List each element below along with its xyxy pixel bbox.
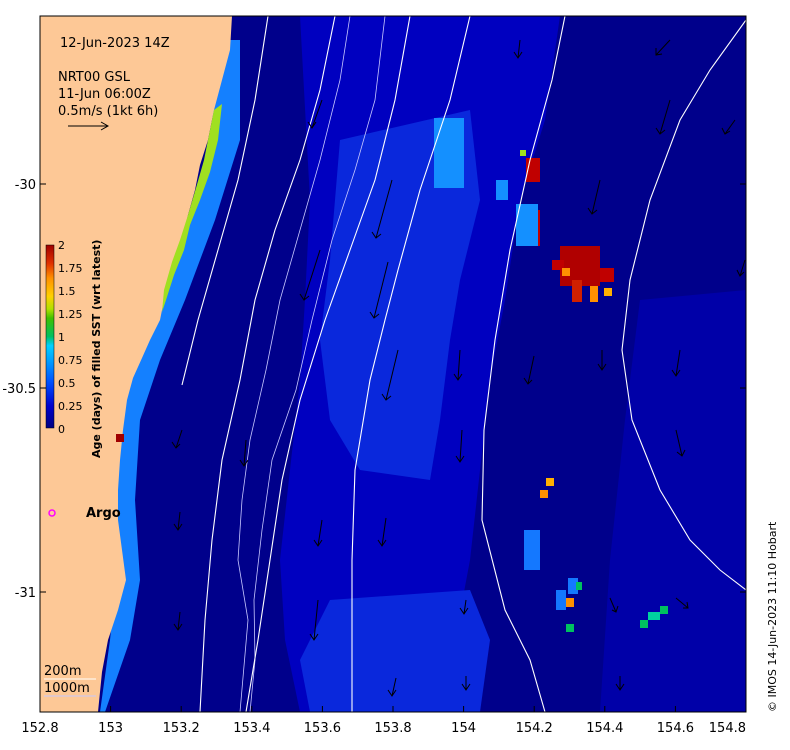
sst-patch-cyan	[434, 118, 668, 632]
x-tick-label: 153.6	[304, 721, 341, 736]
colorbar-tick: 0.25	[58, 400, 83, 413]
bathymetry-contours	[237, 16, 386, 712]
sst-coastal-light	[100, 40, 240, 712]
sst-coastal-green	[162, 104, 222, 312]
axis-tick-marks	[39, 183, 747, 712]
x-tick-label: 154.8	[709, 721, 746, 736]
y-axis: -30 -30.5 -31	[2, 178, 36, 601]
x-axis: 152.8 153 153.2 153.4 153.6 153.8 154 15…	[21, 721, 746, 736]
colorbar-tick: 1.75	[58, 262, 83, 275]
colorbar-gradient	[45, 244, 55, 429]
colorbar-tick: 1.25	[58, 308, 83, 321]
x-tick-label: 153	[98, 721, 123, 736]
credit-text: © IMOS 14-Jun-2023 11:10 Hobart	[766, 521, 779, 712]
colorbar-tick: 0.75	[58, 354, 83, 367]
x-tick-label: 153.4	[233, 721, 270, 736]
depth-label-1000m: 1000m	[44, 681, 90, 696]
argo-marker	[48, 509, 56, 517]
colorbar-tick: 2	[58, 239, 65, 252]
sst-band-light-south	[300, 590, 490, 712]
x-tick-label: 154	[451, 721, 476, 736]
map-valid-time: 11-Jun 06:00Z	[58, 87, 151, 102]
scale-arrow-icon	[68, 121, 110, 131]
map-datetime: 12-Jun-2023 14Z	[60, 36, 170, 51]
land-mass	[40, 16, 232, 712]
colorbar-tick: 1.5	[58, 285, 76, 298]
colorbar: 2 1.75 1.5 1.25 1 0.75 0.5 0.25 0 Age (d…	[45, 239, 103, 458]
sst-pixel-old	[116, 434, 124, 442]
y-tick-label: -31	[15, 586, 36, 601]
sst-patch-orange	[540, 268, 612, 607]
x-tick-label: 154.4	[586, 721, 623, 736]
colorbar-tick: 0.5	[58, 377, 76, 390]
current-streamlines	[181, 16, 746, 712]
depth-label-200m: 200m	[44, 664, 81, 679]
map-vector-scale: 0.5m/s (1kt 6h)	[58, 104, 158, 119]
colorbar-tick: 0	[58, 423, 65, 436]
colorbar-tick: 1	[58, 331, 65, 344]
x-tick-label: 154.2	[516, 721, 553, 736]
x-tick-label: 152.8	[21, 721, 58, 736]
y-tick-label: -30.5	[2, 382, 36, 397]
x-tick-label: 154.6	[657, 721, 694, 736]
x-tick-label: 153.8	[374, 721, 411, 736]
x-tick-label: 153.2	[163, 721, 200, 736]
colorbar-title: Age (days) of filled SST (wrt latest)	[90, 240, 103, 458]
current-vectors	[171, 39, 746, 697]
sst-band-light	[320, 110, 480, 480]
map-product: NRT00 GSL	[58, 70, 131, 85]
argo-label: Argo	[86, 506, 121, 521]
y-tick-label: -30	[15, 178, 36, 193]
sst-band-east	[600, 290, 746, 712]
plot-area	[40, 16, 746, 712]
